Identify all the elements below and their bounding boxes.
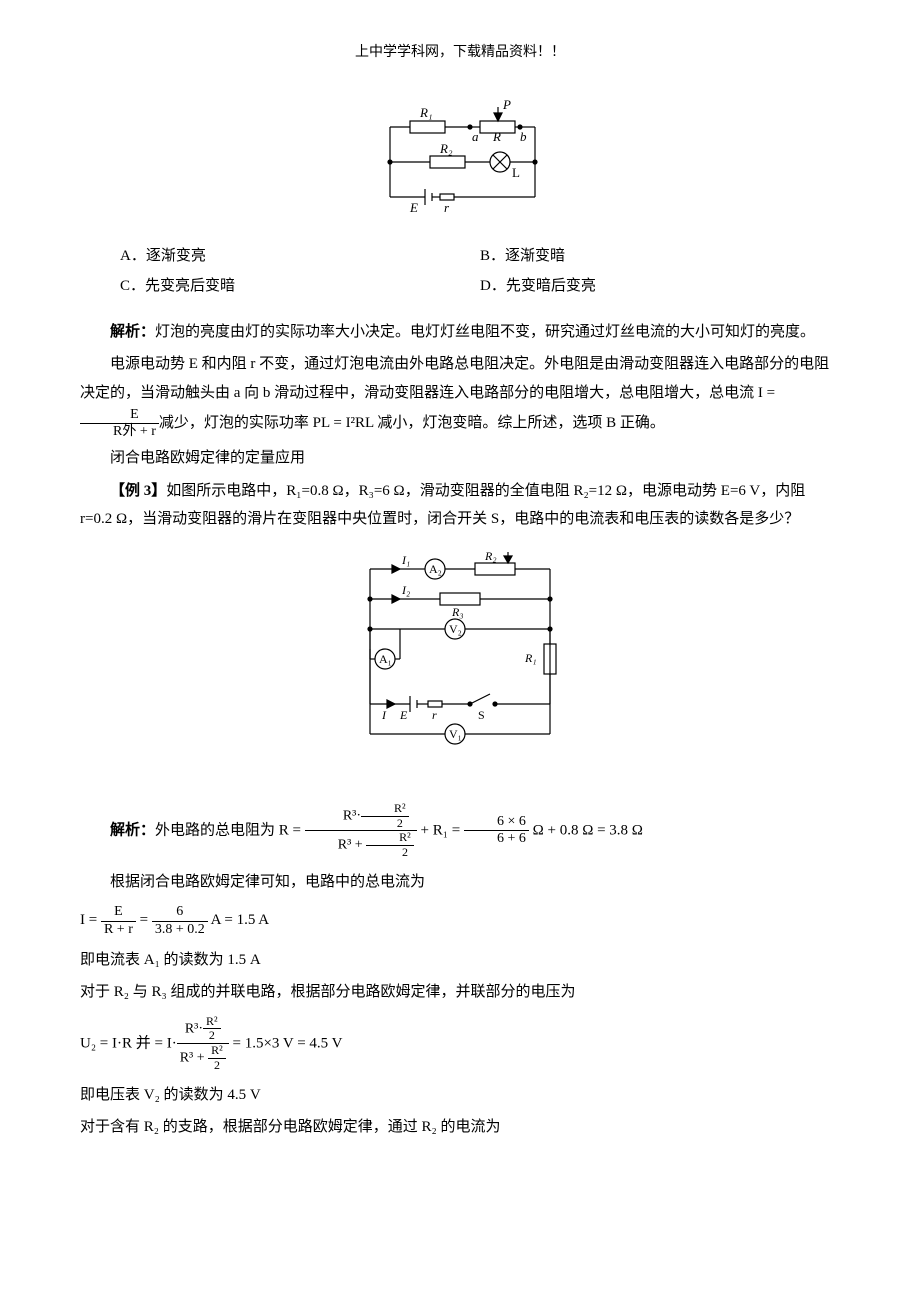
option-C: C．先变亮后变暗 — [120, 272, 480, 301]
analysis2-eq3: U₂ = I·R 并 = I· R³·R²2 R³ + R²2 = 1.5×3 … — [80, 1015, 840, 1073]
analysis2-p5: 即电压表 V₂ 的读数为 4.5 V — [80, 1081, 840, 1110]
analysis2-label: 解析： — [110, 822, 155, 838]
c1-a: a — [472, 129, 479, 144]
options-block: A．逐渐变亮 B．逐渐变暗 C．先变亮后变暗 D．先变暗后变亮 — [120, 242, 840, 303]
c1-R: R — [492, 129, 501, 144]
c1-r: r — [444, 200, 450, 215]
option-B: B．逐渐变暗 — [480, 242, 840, 271]
analysis1-p3: 闭合电路欧姆定律的定量应用 — [80, 444, 840, 473]
analysis2-p2: 根据闭合电路欧姆定律可知，电路中的总电流为 — [80, 868, 840, 897]
c2-A1: A₁ — [379, 652, 392, 666]
analysis2-eq2: I = ER + r = 63.8 + 0.2 A = 1.5 A — [80, 904, 840, 937]
c1-E: E — [409, 200, 418, 215]
analysis1-label: 解析： — [110, 324, 155, 340]
analysis2-p4: 对于 R₂ 与 R₃ 组成的并联电路，根据部分电路欧姆定律，并联部分的电压为 — [80, 978, 840, 1007]
analysis2-eq1: 解析：外电路的总电阻为 R = R³·R²2 R³ + R²2 + R₁ = 6… — [80, 802, 840, 860]
c1-P: P — [502, 97, 511, 112]
option-A: A．逐渐变亮 — [120, 242, 480, 271]
c2-R1: R₁ — [524, 651, 537, 665]
eq1-frac2: 6 × 66 + 6 — [464, 814, 529, 847]
c1-b: b — [520, 129, 527, 144]
c1-R2: R₂ — [439, 141, 453, 156]
c1-R1: R₁ — [419, 105, 432, 120]
eq3-bigfrac: R³·R²2 R³ + R²2 — [177, 1015, 229, 1073]
c2-R3: R₃ — [451, 605, 464, 619]
circuit-diagram-1: R₁ P a b R R₂ L E r — [80, 97, 840, 227]
c2-I2: I₂ — [401, 583, 410, 597]
page-header: 上中学学科网，下载精品资料！！ — [80, 40, 840, 67]
eq1-bigfrac: R³·R²2 R³ + R²2 — [305, 802, 417, 860]
analysis2-p6: 对于含有 R₂ 的支路，根据部分电路欧姆定律，通过 R₂ 的电流为 — [80, 1113, 840, 1142]
analysis1-p1: 解析：灯泡的亮度由灯的实际功率大小决定。电灯灯丝电阻不变，研究通过灯丝电流的大小… — [80, 318, 840, 347]
circuit2-svg: I₁ A₂ R₂ I₂ R₃ V₂ A₁ R₁ I E r S V₁ — [340, 544, 580, 754]
circuit1-svg: R₁ P a b R R₂ L E r — [360, 97, 560, 227]
example3-text: 【例 3】如图所示电路中，R₁=0.8 Ω，R₃=6 Ω，滑动变阻器的全值电阻 … — [80, 477, 840, 534]
c2-V1: V₁ — [449, 727, 462, 741]
c2-I: I — [381, 708, 387, 722]
c2-R2: R₂ — [484, 549, 497, 563]
c2-E: E — [399, 708, 408, 722]
c2-r: r — [432, 708, 437, 722]
c2-S: S — [478, 708, 485, 722]
c2-A2: A₂ — [429, 562, 442, 576]
analysis1-p2: 电源电动势 E 和内阻 r 不变，通过灯泡电流由外电路总电阻决定。外电阻是由滑动… — [80, 350, 840, 440]
option-D: D．先变暗后变亮 — [480, 272, 840, 301]
analysis2-p3: 即电流表 A₁ 的读数为 1.5 A — [80, 946, 840, 975]
c2-V2: V₂ — [449, 622, 462, 636]
example3-label: 【例 3】 — [110, 483, 166, 499]
circuit-diagram-2: I₁ A₂ R₂ I₂ R₃ V₂ A₁ R₁ I E r S V₁ — [80, 544, 840, 754]
frac-E-over-R: ER外 + r — [80, 407, 159, 440]
c2-I1: I₁ — [401, 553, 410, 567]
c1-L: L — [512, 165, 520, 180]
page-content: 上中学学科网，下载精品资料！！ — [0, 0, 920, 1206]
